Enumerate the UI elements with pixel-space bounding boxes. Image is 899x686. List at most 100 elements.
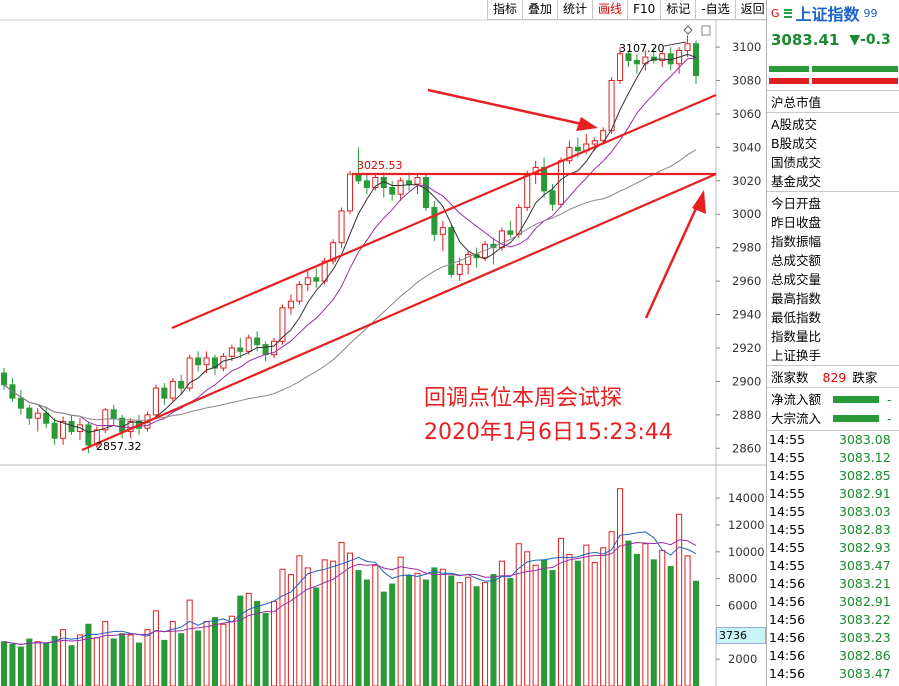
candle-body bbox=[195, 357, 202, 366]
volume-bar bbox=[76, 634, 83, 686]
tick-time: 14:55 bbox=[769, 486, 806, 501]
tick-time: 14:56 bbox=[769, 612, 806, 627]
stat-label: 基金成交 bbox=[771, 174, 822, 189]
tick-row: 14:55 3082.93 bbox=[767, 539, 899, 557]
toolbar-indicator-button[interactable]: 指标 bbox=[487, 0, 523, 20]
volume-ma10-line bbox=[3, 539, 697, 645]
volume-bar bbox=[566, 553, 573, 686]
arrow-head bbox=[576, 117, 598, 131]
block-inflow-bar bbox=[833, 415, 880, 422]
tick-price: 3083.21 bbox=[839, 576, 891, 591]
candle-body bbox=[617, 53, 624, 82]
stat-label: 今日开盘 bbox=[771, 196, 822, 211]
toolbar-back-button[interactable]: 返回 bbox=[734, 0, 770, 20]
candle-body bbox=[422, 176, 429, 209]
volume-bar bbox=[127, 634, 134, 686]
candle-body bbox=[557, 160, 565, 205]
volume-bar bbox=[262, 613, 269, 686]
toolbar-mark-button[interactable]: 标记 bbox=[660, 0, 696, 20]
volume-bar bbox=[406, 575, 413, 686]
candle-body bbox=[304, 277, 311, 285]
toolbar-draw-line-button[interactable]: 画线 bbox=[592, 0, 628, 20]
candle-body bbox=[245, 337, 252, 352]
volume-bar bbox=[439, 568, 446, 686]
volume-bar bbox=[557, 537, 565, 686]
volume-bar bbox=[304, 567, 311, 686]
toolbar-remove-watchlist-button[interactable]: -自选 bbox=[695, 0, 735, 20]
volume-bar bbox=[642, 543, 649, 686]
tick-price: 3083.22 bbox=[839, 612, 891, 627]
tick-row: 14:56 3082.91 bbox=[767, 593, 899, 611]
volume-bar bbox=[119, 633, 126, 686]
tick-time: 14:55 bbox=[769, 450, 806, 465]
candle-body bbox=[397, 180, 404, 195]
trade-block: A股成交 B股成交 国债成交 基金成交 bbox=[767, 112, 899, 191]
candle-body bbox=[507, 230, 514, 235]
candle-body bbox=[498, 230, 505, 249]
arrow-shaft bbox=[644, 203, 700, 319]
toolbar-overlay-button[interactable]: 叠加 bbox=[522, 0, 558, 20]
stat-label: 国债成交 bbox=[771, 155, 822, 170]
candle-body bbox=[600, 130, 607, 142]
volume-bar bbox=[600, 547, 607, 686]
volume-bar bbox=[203, 621, 210, 686]
price-axis-tick: 2900 bbox=[732, 374, 761, 388]
candle-body bbox=[152, 387, 159, 416]
annotation-text: 回调点位本周会试探 bbox=[424, 386, 623, 411]
tick-price: 3082.83 bbox=[839, 522, 891, 537]
toolbar-f10-button[interactable]: F10 bbox=[627, 0, 661, 20]
volume-bar bbox=[43, 642, 50, 686]
tick-row: 14:55 3082.91 bbox=[767, 485, 899, 503]
volume-bar bbox=[68, 645, 75, 686]
volume-bar bbox=[650, 559, 657, 686]
volume-bar bbox=[574, 560, 581, 686]
fall-label: 跌家 bbox=[852, 370, 878, 385]
group-tag[interactable]: G bbox=[771, 6, 780, 20]
volume-bar bbox=[271, 600, 278, 686]
menu-icon[interactable] bbox=[783, 8, 792, 18]
stat-label: 最低指数 bbox=[771, 310, 822, 325]
stat-label: 总成交额 bbox=[771, 253, 822, 268]
volume-axis-tick: 12000 bbox=[728, 518, 765, 532]
volume-bar bbox=[34, 641, 41, 686]
tick-time: 14:56 bbox=[769, 594, 806, 609]
volume-bar bbox=[237, 595, 244, 686]
tick-row: 14:56 3083.21 bbox=[767, 575, 899, 593]
candle-body bbox=[220, 355, 227, 369]
candle-body bbox=[346, 173, 354, 212]
volume-bar bbox=[633, 553, 640, 686]
tick-row: 14:55 3083.08 bbox=[767, 431, 899, 449]
toolbar-stats-button[interactable]: 统计 bbox=[557, 0, 593, 20]
stat-label: 上证换手 bbox=[771, 348, 822, 363]
volume-bar bbox=[17, 646, 24, 686]
price-axis-tick: 2880 bbox=[732, 408, 761, 422]
mid-price-label: 3025.53 bbox=[357, 159, 403, 172]
candle-body bbox=[85, 424, 92, 446]
candle-body bbox=[271, 340, 278, 356]
candle-body bbox=[211, 357, 219, 369]
kline-chart-area[interactable]: 3100 3080 3060 3040 3020 3000 2980 2960 2940 2920… bbox=[0, 0, 770, 686]
volume-bar bbox=[549, 570, 556, 686]
tick-time: 14:56 bbox=[769, 666, 806, 681]
stat-label: B股成交 bbox=[771, 136, 818, 151]
volume-bar bbox=[524, 551, 531, 686]
candle-body bbox=[431, 207, 438, 235]
quote-panel: G 上证指数 99 3083.41 ▼-0.3 沪总市值 A股成交 B股成交 国… bbox=[766, 0, 899, 686]
kline-chart[interactable]: 3100 3080 3060 3040 3020 3000 2980 2960 2940 2920… bbox=[0, 0, 766, 686]
volume-bar bbox=[481, 582, 489, 686]
candle-body bbox=[541, 166, 548, 192]
candle-body bbox=[279, 307, 286, 342]
tick-row: 14:55 3083.47 bbox=[767, 557, 899, 575]
rise-label: 涨家数 bbox=[771, 370, 809, 385]
volume-bar bbox=[313, 587, 320, 686]
price-axis-tick: 2980 bbox=[732, 241, 761, 255]
upper-trend-line bbox=[171, 93, 717, 330]
current-price: 3083.41 bbox=[771, 31, 840, 49]
volume-bar bbox=[169, 621, 176, 686]
candle-body bbox=[372, 176, 379, 188]
price-axis-tick: 3100 bbox=[732, 40, 761, 54]
tick-price: 3082.91 bbox=[839, 486, 891, 501]
candle-body bbox=[228, 347, 235, 357]
tick-list[interactable]: 14:55 3083.08 14:55 3083.12 14:55 3082.85 14:5… bbox=[767, 430, 899, 683]
price-change: ▼-0.3 bbox=[849, 32, 891, 48]
